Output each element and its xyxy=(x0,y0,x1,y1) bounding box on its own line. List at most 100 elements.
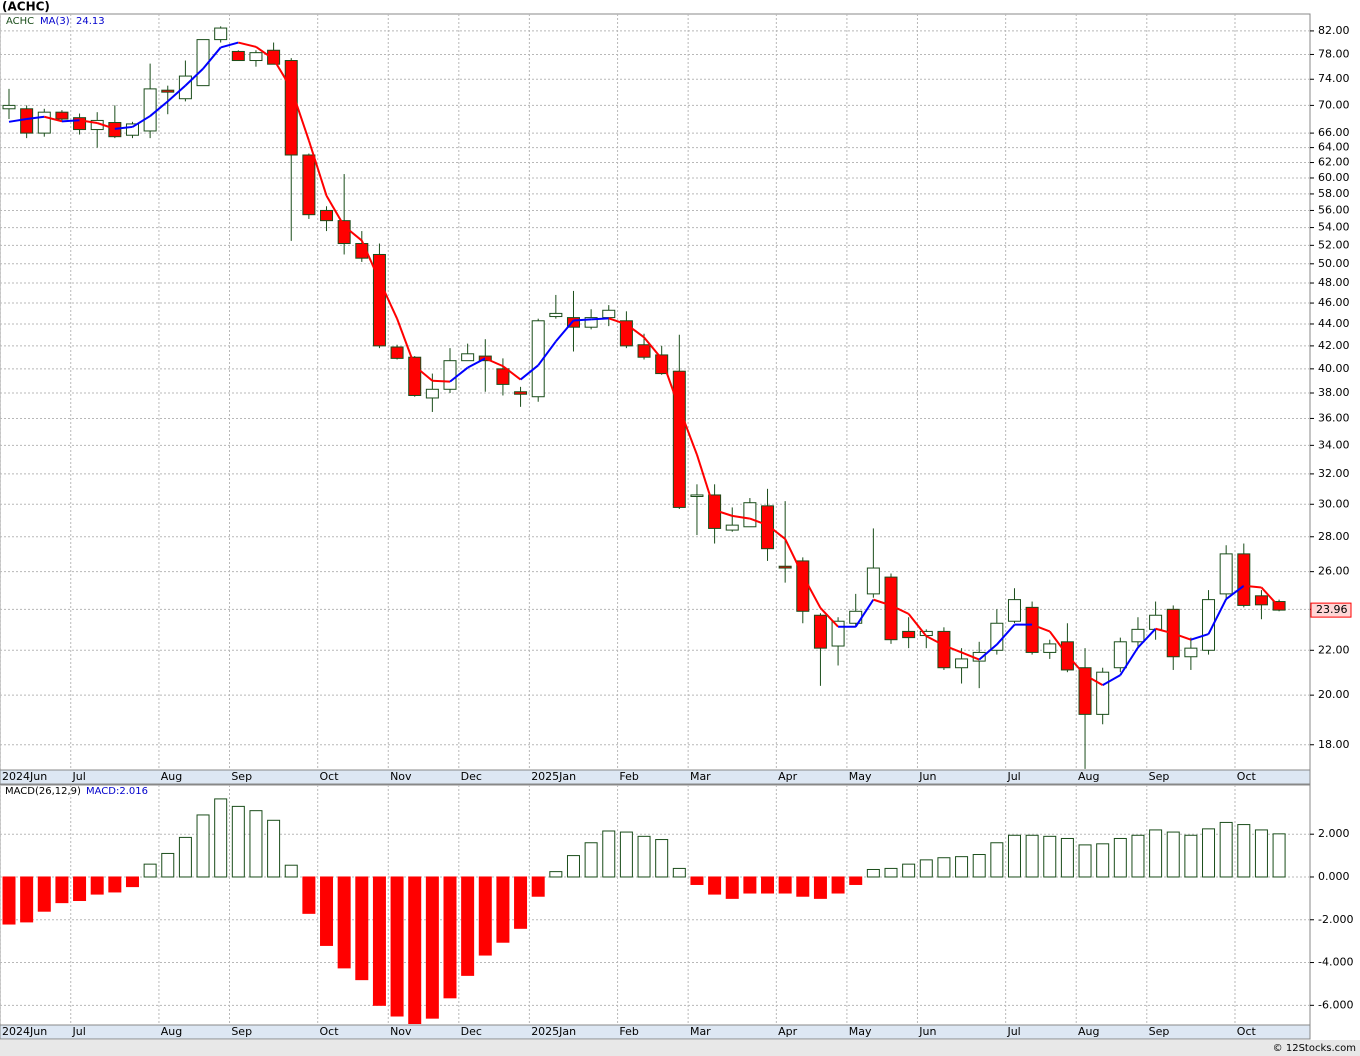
x-tick-label: Jul xyxy=(72,770,86,783)
x-tick-label: Oct xyxy=(1237,770,1257,783)
macd-bar xyxy=(1219,821,1233,878)
candle-body xyxy=(1078,667,1092,715)
ma-line xyxy=(220,41,239,49)
candle-body xyxy=(1254,595,1268,606)
macd-bar xyxy=(125,876,139,888)
candle-body xyxy=(73,117,87,131)
ma-line xyxy=(378,279,398,320)
x-tick-label: Dec xyxy=(461,1025,482,1038)
x-tick-label: Dec xyxy=(461,770,482,783)
ma-line xyxy=(449,366,469,383)
macd-bar xyxy=(1184,834,1198,878)
ma-line xyxy=(131,115,151,128)
macd-legend: MACD:2.016 xyxy=(86,786,148,797)
y-tick-label: 66.00 xyxy=(1318,126,1350,139)
macd-bar xyxy=(831,876,845,894)
y-tick-label: 62.00 xyxy=(1318,156,1350,169)
candle-body xyxy=(108,122,122,138)
x-tick-label: 2025Jan xyxy=(531,770,576,783)
ma-line xyxy=(1225,584,1245,600)
y-tick-label: 30.00 xyxy=(1318,497,1350,510)
ma-line xyxy=(625,323,645,339)
macd-bar xyxy=(1131,834,1145,878)
x-tick-label: Aug xyxy=(1078,1025,1099,1038)
candle-body xyxy=(902,630,916,639)
macd-bar xyxy=(2,876,16,925)
ma-line xyxy=(238,41,257,48)
candle-body xyxy=(55,111,69,120)
y-tick-label: 58.00 xyxy=(1318,187,1350,200)
ma-line xyxy=(1207,598,1228,635)
macd-bar xyxy=(919,859,933,878)
y-tick-label: 38.00 xyxy=(1318,386,1350,399)
macd-bar xyxy=(284,864,298,878)
macd-bar xyxy=(90,876,104,895)
candle-body xyxy=(161,89,175,93)
x-tick-label: Aug xyxy=(161,1025,182,1038)
x-tick-label: Oct xyxy=(320,770,340,783)
ma-line xyxy=(484,357,504,368)
macd-bar xyxy=(725,876,739,899)
candle-body xyxy=(143,88,157,132)
macd-bar xyxy=(1113,837,1127,878)
macd-bar xyxy=(337,876,351,969)
x-tick-label: May xyxy=(849,770,872,783)
y-tick-label: -4.000 xyxy=(1318,956,1353,969)
x-tick-label: Feb xyxy=(619,770,638,783)
candle-body xyxy=(813,614,827,649)
ma-line xyxy=(519,364,539,381)
ma-line xyxy=(961,651,980,661)
x-tick-label: 2024Jun xyxy=(2,770,47,783)
y-tick-label: 48.00 xyxy=(1318,276,1350,289)
candle-body xyxy=(690,494,704,497)
candle-body xyxy=(1149,614,1163,630)
macd-bar xyxy=(1060,837,1074,878)
candle-body xyxy=(337,220,351,245)
y-tick-label: 70.00 xyxy=(1318,98,1350,111)
candle-body xyxy=(955,658,969,669)
macd-bar xyxy=(549,871,563,878)
x-tick-label: Jul xyxy=(1006,770,1020,783)
x-tick-label: Mar xyxy=(690,770,711,783)
ma-line xyxy=(255,46,275,60)
ma-line xyxy=(643,336,663,360)
macd-bar xyxy=(267,819,281,878)
ma-line xyxy=(1084,674,1104,687)
macd-bar xyxy=(1025,834,1039,878)
x-tick-label: Apr xyxy=(778,770,798,783)
macd-bar xyxy=(178,836,192,878)
x-tick-label: Jun xyxy=(918,1025,936,1038)
candle-body xyxy=(372,253,386,347)
macd-bar xyxy=(937,857,951,878)
footer: © 12Stocks.com xyxy=(1273,1043,1356,1054)
x-tick-label: Sep xyxy=(1149,770,1170,783)
x-tick-label: Nov xyxy=(390,770,412,783)
macd-bar xyxy=(443,876,457,999)
ma-line xyxy=(784,538,804,576)
legend-ma: MA(3) xyxy=(40,16,70,27)
x-tick-label: Feb xyxy=(619,1025,638,1038)
macd-panel xyxy=(0,784,1311,1026)
candle-body xyxy=(1043,643,1057,653)
candle-body xyxy=(637,344,651,358)
y-tick-label: -2.000 xyxy=(1318,913,1353,926)
date-strip xyxy=(0,1024,1311,1040)
candle-body xyxy=(408,356,422,396)
candle-body xyxy=(743,502,757,528)
y-tick-label: 18.00 xyxy=(1318,738,1350,751)
ma-line xyxy=(467,357,486,369)
candle-body xyxy=(990,622,1004,651)
ma-line xyxy=(1172,632,1192,641)
y-tick-label: 34.00 xyxy=(1318,438,1350,451)
y-tick-label: 60.00 xyxy=(1318,171,1350,184)
x-tick-label: Sep xyxy=(231,770,252,783)
y-tick-label: 28.00 xyxy=(1318,530,1350,543)
ma-line xyxy=(678,407,698,456)
macd-bar xyxy=(849,876,863,885)
candle-body xyxy=(284,60,298,156)
x-tick-label: May xyxy=(849,1025,872,1038)
candle-body xyxy=(125,123,139,136)
ma-line xyxy=(26,115,45,121)
macd-bar xyxy=(902,863,916,878)
ma-line xyxy=(61,119,80,123)
